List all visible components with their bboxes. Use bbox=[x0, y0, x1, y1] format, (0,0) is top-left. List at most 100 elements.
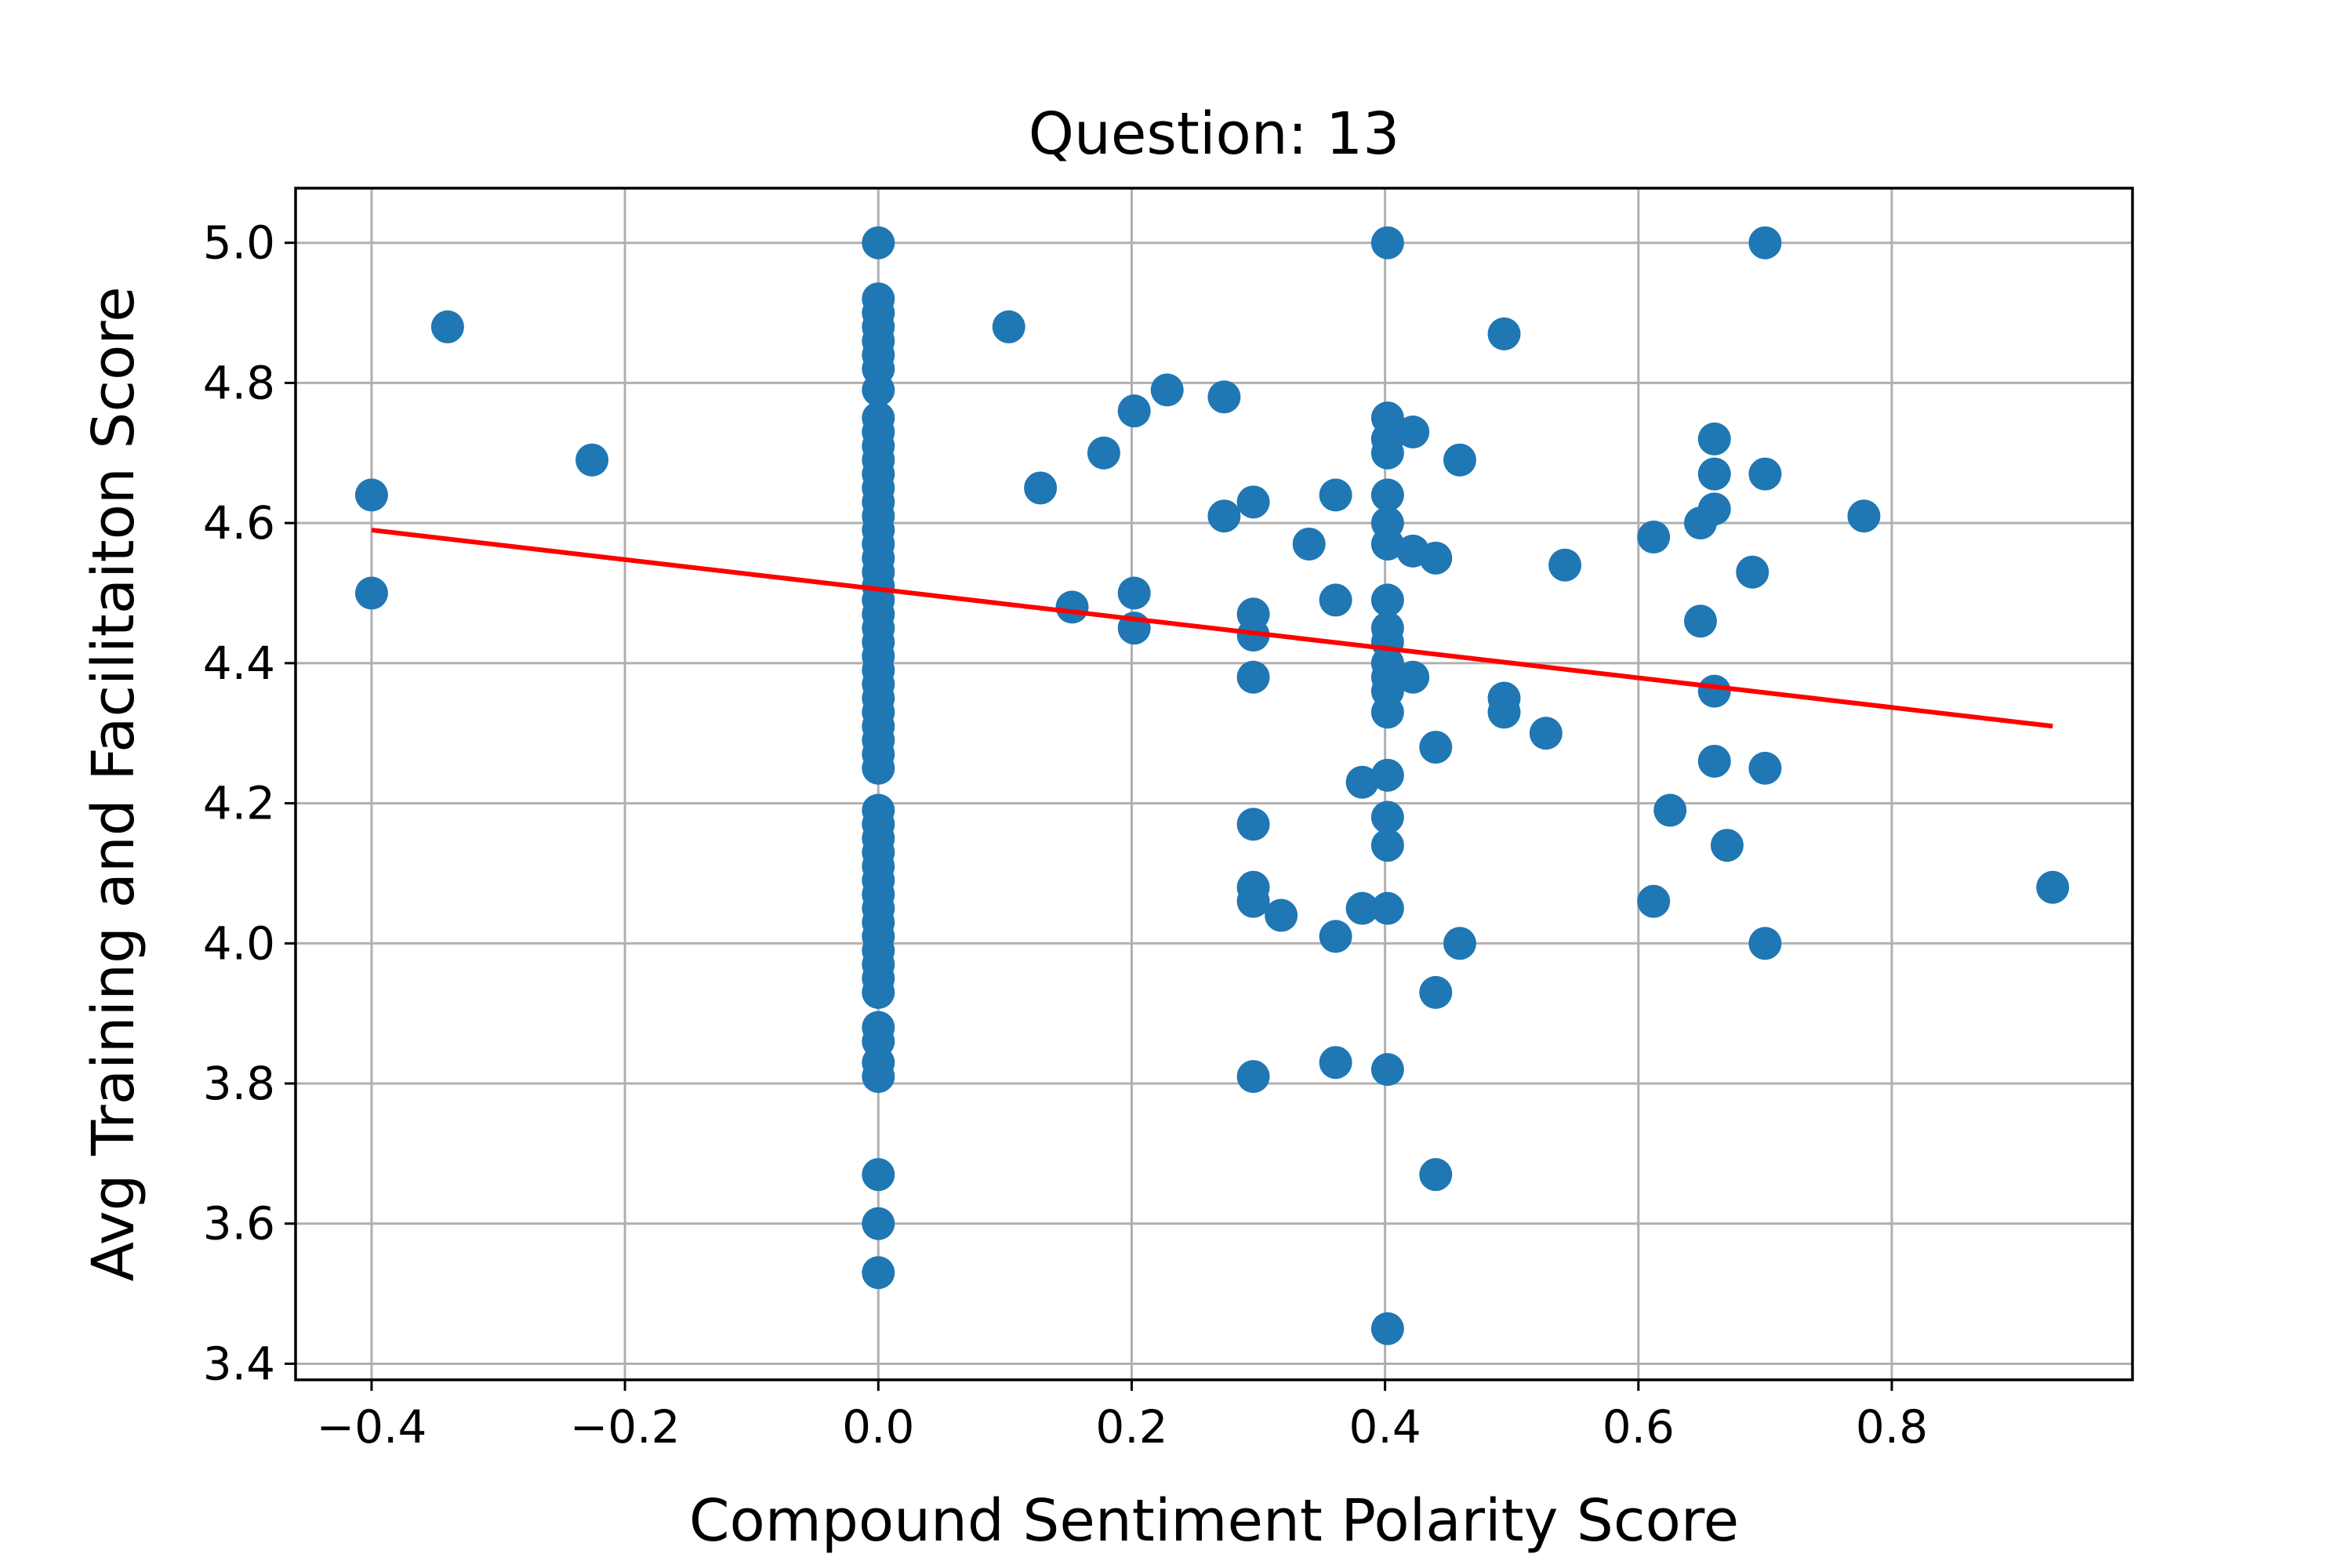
scatter-point bbox=[1710, 829, 1744, 862]
y-axis-title: Avg Training and Facilitaiton Score bbox=[80, 286, 147, 1281]
x-tick-label: 0.4 bbox=[1349, 1400, 1421, 1454]
scatter-point bbox=[430, 310, 464, 343]
x-tick-label: 0.8 bbox=[1856, 1400, 1928, 1454]
scatter-point bbox=[1319, 1046, 1352, 1080]
scatter-point bbox=[1370, 1312, 1404, 1345]
scatter-point bbox=[1236, 884, 1270, 918]
scatter-point bbox=[862, 1158, 895, 1192]
y-tick-label: 4.8 bbox=[203, 356, 275, 409]
scatter-point bbox=[1748, 226, 1782, 260]
plot-frame bbox=[294, 187, 2134, 1381]
scatter-point bbox=[1236, 808, 1270, 841]
scatter-point bbox=[1637, 521, 1671, 554]
scatter-point bbox=[1683, 604, 1717, 638]
scatter-point bbox=[1236, 485, 1270, 519]
scatter-point bbox=[1150, 373, 1184, 407]
scatter-point bbox=[1117, 394, 1151, 428]
scatter-point bbox=[1748, 457, 1782, 491]
scatter-point bbox=[1370, 829, 1404, 862]
x-axis-title: Compound Sentiment Polarity Score bbox=[689, 1487, 1739, 1555]
scatter-point bbox=[1419, 975, 1453, 1009]
scatter-point bbox=[1487, 317, 1521, 350]
scatter-point bbox=[1419, 541, 1453, 575]
trend-line-group bbox=[371, 528, 2053, 729]
scatter-point bbox=[862, 975, 895, 1009]
scatter-point bbox=[1370, 527, 1404, 561]
scatter-point bbox=[575, 443, 609, 477]
scatter-point bbox=[1024, 471, 1058, 505]
scatter-point bbox=[1697, 674, 1731, 708]
scatter-point bbox=[1697, 422, 1731, 456]
scatter-point bbox=[1653, 793, 1687, 827]
grid bbox=[296, 188, 2132, 1380]
scatter-point bbox=[1419, 1158, 1453, 1192]
x-tick-label: −0.4 bbox=[317, 1400, 427, 1454]
scatter-point bbox=[1396, 415, 1430, 448]
x-tick-label: 0.0 bbox=[842, 1400, 914, 1454]
scatter-point bbox=[1207, 380, 1241, 414]
scatter-point bbox=[1236, 1060, 1270, 1094]
scatter-point bbox=[1236, 660, 1270, 694]
data-points bbox=[354, 226, 2070, 1345]
y-tick-label: 5.0 bbox=[203, 216, 275, 270]
scatter-point bbox=[1117, 576, 1151, 610]
scatter-point bbox=[1697, 457, 1731, 491]
y-tick-label: 3.4 bbox=[203, 1337, 275, 1390]
scatter-point bbox=[1370, 478, 1404, 512]
scatter-point bbox=[1529, 717, 1563, 750]
scatter-point bbox=[1637, 884, 1671, 918]
axis-ticks: −0.4 −0.2 0.0 0.2 0.4 0.6 0.8 3.4 3.6 3.8 4.0 4.2 4.… bbox=[203, 216, 1928, 1454]
y-tick-label: 3.6 bbox=[203, 1197, 275, 1250]
scatter-point bbox=[1319, 920, 1352, 953]
scatter-point bbox=[354, 576, 388, 610]
scatter-point bbox=[1370, 800, 1404, 834]
scatter-point bbox=[1697, 744, 1731, 778]
y-tick-label: 4.6 bbox=[203, 496, 275, 550]
scatter-point bbox=[1319, 583, 1352, 617]
scatter-point bbox=[354, 478, 388, 512]
scatter-point bbox=[1396, 660, 1430, 694]
scatter-point bbox=[862, 1060, 895, 1094]
scatter-point bbox=[1419, 731, 1453, 764]
scatter-point bbox=[1087, 436, 1120, 470]
scatter-point bbox=[1748, 751, 1782, 785]
scatter-point bbox=[1548, 548, 1582, 582]
y-tick-label: 4.0 bbox=[203, 916, 275, 970]
scatter-point bbox=[1207, 499, 1241, 533]
scatter-point bbox=[1736, 555, 1769, 589]
scatter-point bbox=[1345, 765, 1379, 799]
scatter-point bbox=[1055, 590, 1089, 624]
scatter-point bbox=[1370, 758, 1404, 792]
scatter-point bbox=[1370, 695, 1404, 729]
scatter-point bbox=[1697, 492, 1731, 526]
trend-line bbox=[371, 528, 2053, 729]
scatter-point bbox=[1265, 898, 1298, 932]
scatter-point bbox=[1370, 1053, 1404, 1087]
scatter-point bbox=[862, 373, 895, 407]
scatter-point bbox=[862, 1256, 895, 1290]
scatter-point bbox=[1443, 443, 1476, 477]
scatter-point bbox=[1319, 478, 1352, 512]
scatter-point bbox=[862, 226, 895, 260]
scatter-point bbox=[1443, 927, 1476, 960]
scatter-point bbox=[1292, 527, 1326, 561]
scatter-point bbox=[1370, 583, 1404, 617]
scatter-point bbox=[1345, 891, 1379, 925]
scatter-point bbox=[1370, 436, 1404, 470]
chart-title: Question: 13 bbox=[1029, 100, 1400, 168]
scatter-point bbox=[1370, 891, 1404, 925]
scatter-point bbox=[1748, 927, 1782, 960]
scatter-point bbox=[1487, 695, 1521, 729]
scatter-point bbox=[992, 310, 1025, 343]
scatter-point bbox=[862, 751, 895, 785]
scatter-point bbox=[862, 1207, 895, 1240]
x-tick-label: 0.2 bbox=[1095, 1400, 1167, 1454]
y-tick-label: 4.2 bbox=[203, 777, 275, 830]
y-tick-label: 4.4 bbox=[203, 637, 275, 690]
scatter-point bbox=[1847, 499, 1881, 533]
scatter-point bbox=[1370, 226, 1404, 260]
scatter-point bbox=[2036, 870, 2070, 904]
y-tick-label: 3.8 bbox=[203, 1057, 275, 1110]
